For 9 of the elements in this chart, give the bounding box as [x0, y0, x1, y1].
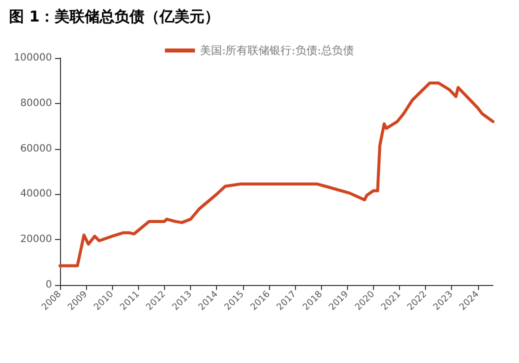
- legend-label: 美国:所有联储银行:负债:总负债: [200, 44, 354, 57]
- chart-title: 图 1：美联储总负债（亿美元）: [9, 8, 220, 26]
- y-tick-label: 0: [46, 280, 52, 290]
- y-tick-label: 80000: [20, 98, 52, 109]
- y-tick-label: 40000: [20, 188, 52, 200]
- y-tick-label: 60000: [20, 143, 52, 154]
- y-tick-label: 100000: [14, 52, 52, 64]
- line-series: [58, 81, 494, 268]
- y-tick-label: 20000: [20, 234, 52, 246]
